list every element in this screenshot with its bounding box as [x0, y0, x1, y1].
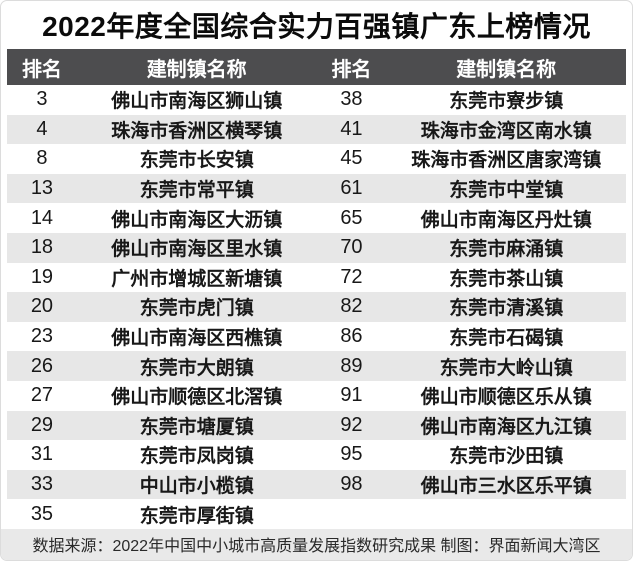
town-cell: 佛山市南海区九江镇 [420, 416, 592, 438]
town-cell: 东莞市虎门镇 [139, 298, 254, 320]
town-cell: 东莞市常平镇 [139, 180, 254, 202]
town-cell: 佛山市南海区里水镇 [111, 239, 283, 261]
town-cell: 东莞市麻涌镇 [449, 239, 564, 261]
rank-cell: 65 [340, 206, 363, 229]
rank-cell: 3 [36, 88, 48, 111]
town-cell: 佛山市南海区狮山镇 [111, 91, 283, 113]
table-body: 3 佛山市南海区狮山镇 38 东莞市寮步镇 4 珠海市香洲区横琴镇 41 珠海市金湾区南水镇 8… [7, 85, 626, 529]
rank-cell: 72 [340, 265, 363, 288]
town-cell: 佛山市顺德区北滘镇 [111, 387, 283, 409]
town-cell: 珠海市香洲区横琴镇 [111, 120, 283, 142]
table-row: 31 东莞市凤岗镇 95 东莞市沙田镇 [7, 440, 626, 470]
rank-cell: 13 [30, 177, 54, 200]
rank-cell: 82 [340, 295, 363, 318]
town-cell: 东莞市大朗镇 [139, 357, 254, 379]
table-row: 8 东莞市长安镇 45 珠海市香洲区唐家湾镇 [7, 144, 626, 174]
source-credit-text: 数据来源：2022年中国中小城市高质量发展指数研究成果 制图：界面新闻大湾区 [32, 538, 601, 556]
town-cell: 东莞市长安镇 [139, 150, 254, 172]
rank-cell: 91 [340, 384, 363, 407]
rank-cell: 92 [340, 413, 363, 436]
table-row: 3 佛山市南海区狮山镇 38 东莞市寮步镇 [7, 85, 626, 115]
rank-cell: 35 [30, 502, 54, 525]
table-row: 29 东莞市塘厦镇 92 佛山市南海区九江镇 [7, 410, 626, 441]
rank-cell: 27 [30, 384, 54, 407]
column-header-rank-left: 排名 [21, 58, 62, 81]
column-header-town-right: 建制镇名称 [456, 58, 557, 81]
town-cell: 东莞市寮步镇 [449, 91, 564, 113]
rank-cell: 23 [30, 325, 54, 348]
town-cell: 中山市小榄镇 [139, 476, 254, 498]
rank-cell: 14 [30, 206, 54, 229]
town-cell: 广州市增城区新塘镇 [111, 268, 283, 290]
town-cell: 东莞市沙田镇 [449, 446, 564, 468]
table-row: 4 珠海市香洲区横琴镇 41 珠海市金湾区南水镇 [7, 114, 626, 145]
rank-cell: 19 [30, 265, 54, 288]
town-cell: 东莞市中堂镇 [449, 180, 564, 202]
table-row: 19 广州市增城区新塘镇 72 东莞市茶山镇 [7, 262, 626, 293]
source-credit-bar: 数据来源：2022年中国中小城市高质量发展指数研究成果 制图：界面新闻大湾区 [1, 528, 632, 560]
page-title: 2022年度全国综合实力百强镇广东上榜情况 [42, 11, 591, 42]
rank-cell: 31 [30, 443, 54, 466]
town-cell: 佛山市三水区乐平镇 [420, 476, 592, 498]
rank-cell: 95 [340, 443, 363, 466]
table-row: 13 东莞市常平镇 61 东莞市中堂镇 [7, 173, 626, 204]
town-cell: 东莞市塘厦镇 [139, 416, 254, 438]
rank-cell: 18 [30, 236, 54, 259]
town-cell: 东莞市清溪镇 [449, 298, 564, 320]
town-cell: 珠海市香洲区唐家湾镇 [411, 150, 602, 172]
table-row: 20 东莞市虎门镇 82 东莞市清溪镇 [7, 292, 626, 322]
rank-cell: 26 [30, 354, 54, 377]
rank-cell: 4 [36, 117, 48, 140]
town-cell: 佛山市南海区大沥镇 [111, 209, 283, 231]
table-row: 26 东莞市大朗镇 89 东莞市大岭山镇 [7, 351, 626, 381]
town-cell: 东莞市凤岗镇 [139, 446, 254, 468]
rank-cell: 61 [340, 177, 363, 200]
rank-cell: 8 [36, 147, 48, 170]
table-row: 35 东莞市厚街镇 [7, 499, 626, 529]
town-cell: 佛山市南海区丹灶镇 [420, 209, 592, 231]
table-row: 18 佛山市南海区里水镇 70 东莞市麻涌镇 [7, 232, 626, 263]
town-cell: 东莞市茶山镇 [449, 268, 564, 290]
town-cell: 东莞市大岭山镇 [439, 357, 573, 379]
column-header-rank-right: 排名 [331, 58, 372, 81]
rank-cell: 38 [340, 88, 363, 111]
rank-cell: 70 [340, 236, 363, 259]
town-cell: 佛山市顺德区乐从镇 [420, 387, 592, 409]
table-row: 33 中山市小榄镇 98 佛山市三水区乐平镇 [7, 469, 626, 500]
rank-cell: 86 [340, 325, 363, 348]
ranking-table: 排名 建制镇名称 排名 建制镇名称 3 佛山市南海区狮山镇 38 东莞市寮步镇 4 珠海市… [1, 49, 632, 529]
rank-cell: 41 [340, 117, 363, 140]
rank-cell: 89 [340, 354, 363, 377]
rank-cell: 33 [30, 473, 54, 496]
table-row: 27 佛山市顺德区北滘镇 91 佛山市顺德区乐从镇 [7, 380, 626, 411]
rank-cell: 45 [340, 147, 363, 170]
table-row: 23 佛山市南海区西樵镇 86 东莞市石碣镇 [7, 321, 626, 352]
rank-cell: 98 [340, 473, 363, 496]
town-cell: 珠海市金湾区南水镇 [420, 120, 592, 142]
town-cell: 佛山市南海区西樵镇 [111, 328, 283, 350]
rank-cell: 29 [30, 413, 54, 436]
rank-cell: 20 [30, 295, 54, 318]
town-cell: 东莞市厚街镇 [139, 505, 254, 527]
town-cell: 东莞市石碣镇 [449, 328, 564, 350]
table-row: 14 佛山市南海区大沥镇 65 佛山市南海区丹灶镇 [7, 203, 626, 233]
column-header-town-left: 建制镇名称 [146, 58, 247, 81]
table-header-row: 排名 建制镇名称 排名 建制镇名称 [7, 49, 626, 85]
